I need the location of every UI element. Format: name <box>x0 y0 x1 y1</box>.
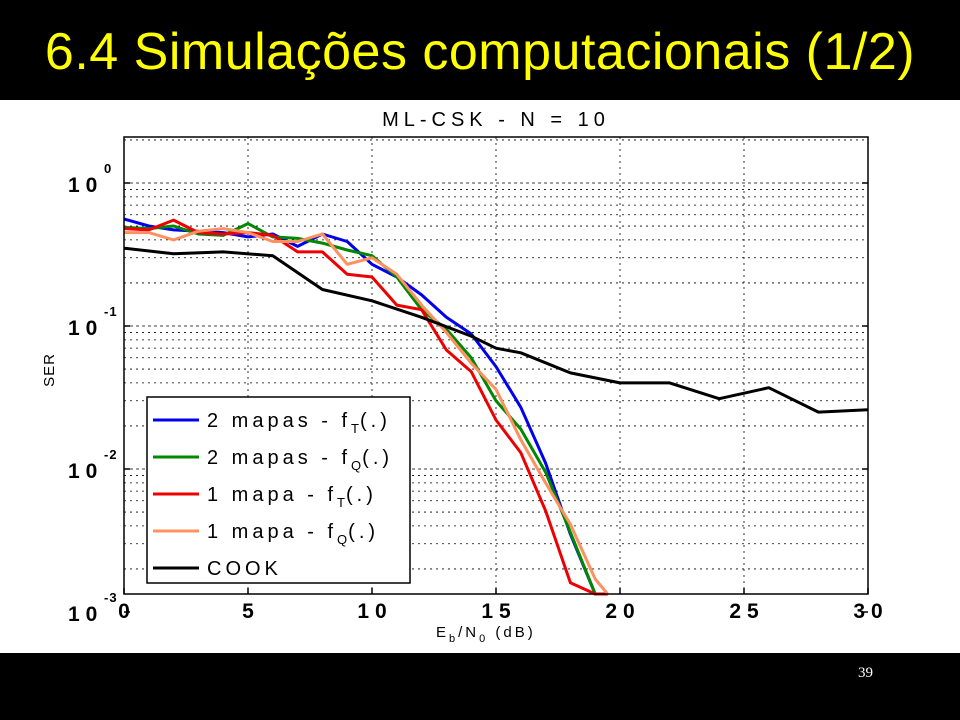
legend-label-suffix: (.) <box>360 410 391 432</box>
legend-label-text: 2 mapas - f <box>207 447 351 469</box>
x-tick-label: 30 <box>853 600 888 623</box>
x-axis-label: Eb/N0 (dB) <box>436 624 536 645</box>
y-tick-label: 10 <box>68 603 103 626</box>
x-axis-label-part: E <box>436 624 449 641</box>
legend-label-subscript: T <box>351 421 360 436</box>
y-tick-label: 10 <box>68 174 103 197</box>
legend-label-suffix: (.) <box>362 447 393 469</box>
y-tick-exponent: -3 <box>104 590 118 605</box>
x-tick-label: 10 <box>357 600 392 623</box>
legend-label-text: COOK <box>207 558 282 580</box>
x-tick-label: 5 <box>242 600 260 623</box>
x-axis-label-part: (dB) <box>488 624 536 641</box>
legend-label: 1 mapa - fQ(.) <box>207 521 379 547</box>
legend-label-text: 1 mapa - f <box>207 484 337 506</box>
y-tick-exponent: -1 <box>104 304 118 319</box>
legend-label-suffix: (.) <box>348 521 379 543</box>
slide-title: 6.4 Simulações computacionais (1/2) <box>44 23 916 81</box>
legend-label: 2 mapas - fT(.) <box>207 410 391 436</box>
legend-label-text: 2 mapas - f <box>207 410 351 432</box>
y-tick-exponent: 0 <box>104 161 112 176</box>
legend-box <box>146 396 411 584</box>
legend-label-subscript: Q <box>337 532 348 547</box>
series-line-4 <box>123 246 869 414</box>
page-number: 39 <box>858 665 873 681</box>
legend-label-subscript: Q <box>351 458 362 473</box>
legend: 2 mapas - fT(.)2 mapas - fQ(.)1 mapa - f… <box>146 396 411 584</box>
legend-label-text: 1 mapa - f <box>207 521 337 543</box>
x-tick-label: 20 <box>605 600 640 623</box>
x-axis-label-part: 0 <box>479 633 488 645</box>
legend-label: 2 mapas - fQ(.) <box>207 447 393 473</box>
x-tick-label: 15 <box>481 600 516 623</box>
x-axis-label-part: b <box>449 633 458 645</box>
y-axis-label: SER <box>41 353 58 387</box>
x-axis-label-part: /N <box>458 624 479 641</box>
y-tick-label: 10 <box>68 317 103 340</box>
x-tick-label: 25 <box>729 600 764 623</box>
series-line-2 <box>123 218 608 596</box>
figure-area: 0 5 10 15 20 25 30 10 0 10 -1 10 -2 10 -3 ML-CSK - N = … <box>0 100 960 653</box>
y-tick-exponent: -2 <box>104 447 118 462</box>
legend-label-subscript: T <box>337 495 346 510</box>
legend-label: 1 mapa - fT(.) <box>207 484 377 510</box>
legend-label-suffix: (.) <box>346 484 377 506</box>
series-line-3 <box>124 227 609 595</box>
y-tick-label: 10 <box>68 460 103 483</box>
legend-label: COOK <box>207 558 282 580</box>
chart-title: ML-CSK - N = 10 <box>382 109 610 131</box>
